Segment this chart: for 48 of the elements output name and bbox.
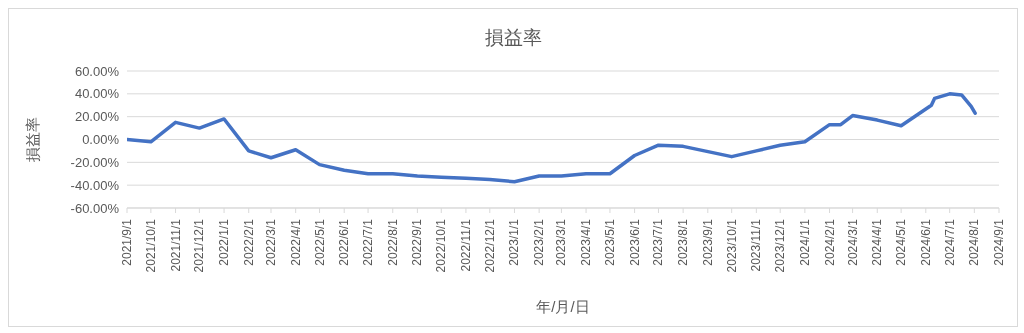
y-tick-label: 40.00%	[74, 86, 120, 102]
x-tick-label: 2022/6/1	[337, 218, 352, 266]
line-series	[127, 92, 977, 184]
x-tick-label: 2023/8/1	[676, 218, 691, 266]
x-tick-label: 2023/2/1	[532, 218, 547, 266]
x-tick-label: 2022/3/1	[264, 218, 279, 266]
x-tick-label: 2024/9/1	[992, 218, 1006, 266]
x-tick-label: 2022/8/1	[385, 218, 400, 266]
x-tick-label: 2023/3/1	[554, 218, 569, 266]
chart-title: 損益率	[483, 26, 543, 50]
y-tick-label: -40.00%	[70, 177, 120, 193]
x-tick-label: 2024/8/1	[967, 218, 982, 266]
x-axis-title: 年/月/日	[536, 298, 590, 315]
x-tick-label: 2022/5/1	[312, 218, 327, 266]
x-tick-label: 2024/7/1	[942, 218, 957, 266]
y-axis-title: 損益率	[24, 117, 42, 162]
y-tick-label: -20.00%	[70, 154, 120, 170]
x-tick-label: 2022/4/1	[288, 218, 303, 266]
x-tick-label: 2023/4/1	[579, 218, 594, 266]
x-tick-label: 2024/3/1	[845, 218, 860, 266]
x-tick-label: 2023/6/1	[627, 218, 642, 266]
y-tick-label: -60.00%	[70, 200, 120, 216]
y-tick-label: 20.00%	[74, 109, 120, 125]
x-tick-label: 2021/10/1	[143, 218, 158, 273]
x-tick-label: 2023/12/1	[773, 218, 788, 273]
x-tick-label: 2023/7/1	[651, 218, 666, 266]
y-tick-label: 60.00%	[74, 63, 120, 79]
x-tick-label: 2022/9/1	[410, 218, 425, 266]
x-tick-label: 2022/1/1	[217, 218, 232, 266]
x-tick-label: 2022/11/1	[458, 218, 473, 272]
x-tick-label: 2022/10/1	[434, 218, 449, 273]
x-tick-label: 2022/7/1	[361, 218, 376, 266]
x-tick-label: 2023/9/1	[700, 218, 715, 266]
x-tick-label: 2022/2/1	[241, 218, 256, 266]
x-tick-label: 2021/12/1	[192, 218, 207, 273]
x-tick-label: 2024/2/1	[822, 218, 837, 266]
x-tick-label: 2021/9/1	[120, 218, 134, 266]
x-tick-label: 2023/5/1	[602, 218, 617, 266]
x-tick-label: 2024/1/1	[797, 218, 812, 266]
x-tick-label: 2021/11/1	[168, 218, 183, 272]
x-tick-label: 2023/10/1	[724, 218, 739, 273]
x-tick-label: 2023/1/1	[507, 218, 522, 266]
x-tick-label: 2024/6/1	[918, 218, 933, 266]
x-tick-label: 2022/12/1	[482, 218, 497, 273]
x-tick-label: 2024/4/1	[870, 218, 885, 266]
y-tick-label: 0.00%	[82, 132, 120, 148]
x-tick-label: 2023/11/1	[749, 218, 764, 272]
x-tick-label: 2024/5/1	[894, 218, 909, 266]
